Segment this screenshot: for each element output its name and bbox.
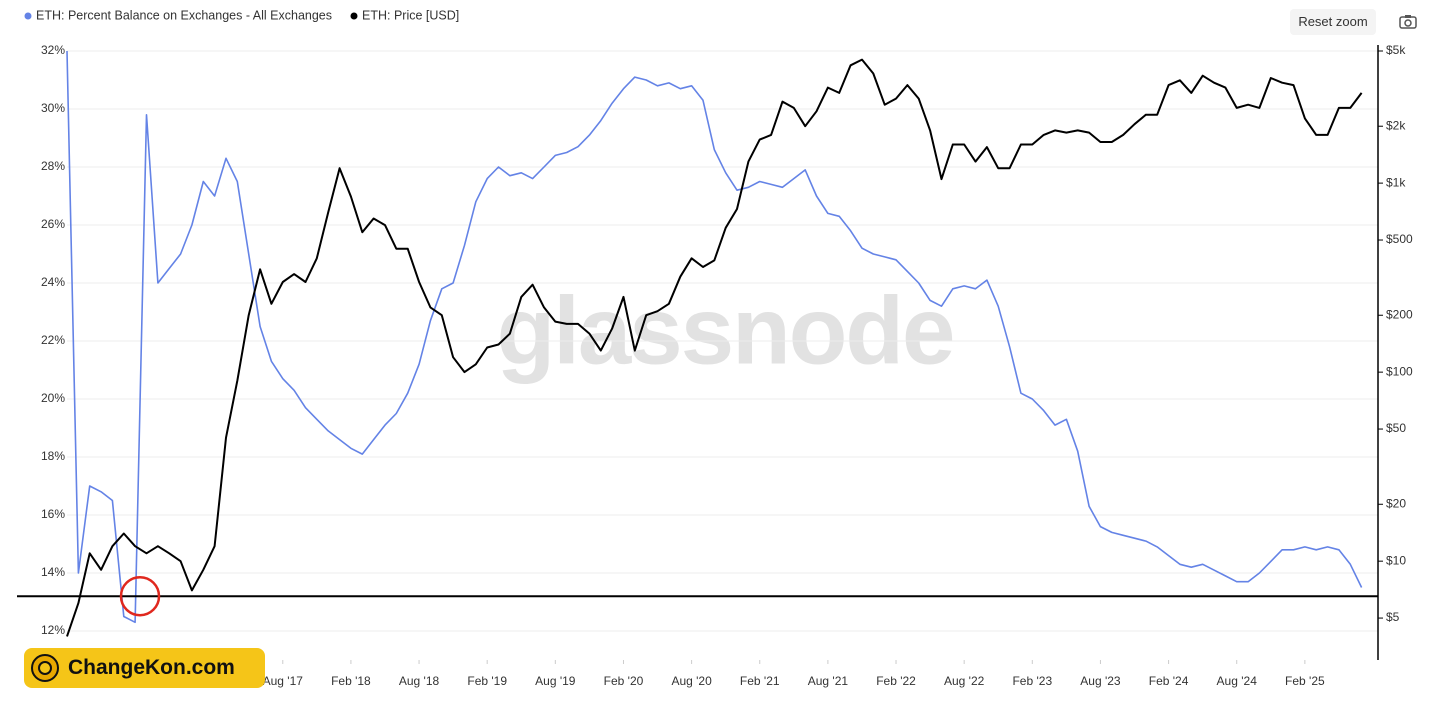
y2-tick-label: $100 xyxy=(1386,364,1413,378)
series-line xyxy=(66,58,1363,637)
y-tick-label: 26% xyxy=(41,217,65,231)
x-tick-label: Feb '21 xyxy=(740,674,780,688)
x-tick-label: Aug '18 xyxy=(399,674,440,688)
y2-tick-label: $2k xyxy=(1386,118,1406,132)
y2-tick-label: $1k xyxy=(1386,175,1406,189)
x-tick-label: Aug '24 xyxy=(1217,674,1258,688)
x-tick-label: Aug '23 xyxy=(1080,674,1121,688)
x-tick-label: Aug '17 xyxy=(263,674,304,688)
legend-marker xyxy=(350,12,358,20)
y-tick-label: 14% xyxy=(41,565,65,579)
y2-tick-label: $20 xyxy=(1386,496,1406,510)
y2-tick-label: $500 xyxy=(1386,232,1413,246)
y2-tick-label: $5 xyxy=(1386,610,1400,624)
legend-label: ETH: Price [USD] xyxy=(362,8,459,22)
x-tick-label: Feb '20 xyxy=(604,674,644,688)
y-tick-label: 28% xyxy=(41,159,65,173)
y-tick-label: 18% xyxy=(41,449,65,463)
highlight-circle xyxy=(119,575,161,617)
x-tick-label: Aug '19 xyxy=(535,674,576,688)
x-tick-label: Aug '21 xyxy=(808,674,849,688)
y-tick-label: 20% xyxy=(41,391,65,405)
x-tick-label: Feb '23 xyxy=(1012,674,1052,688)
y-tick-label: 30% xyxy=(41,101,65,115)
x-tick-label: Feb '24 xyxy=(1149,674,1189,688)
y-tick-label: 24% xyxy=(41,275,65,289)
legend-marker xyxy=(24,12,32,20)
logo-icon xyxy=(31,654,59,682)
site-logo: ChangeKon.com xyxy=(24,648,265,688)
watermark: glassnode xyxy=(497,277,954,384)
x-tick-label: Feb '19 xyxy=(467,674,507,688)
series-line xyxy=(66,50,1363,624)
x-tick-label: Feb '22 xyxy=(876,674,916,688)
x-tick-label: Aug '20 xyxy=(671,674,712,688)
logo-text: ChangeKon.com xyxy=(68,656,235,679)
reset-zoom-button[interactable]: Reset zoom xyxy=(1290,9,1376,35)
y-tick-label: 12% xyxy=(41,623,65,637)
y-tick-label: 22% xyxy=(41,333,65,347)
legend-label: ETH: Percent Balance on Exchanges - All … xyxy=(36,8,332,22)
x-tick-label: Feb '25 xyxy=(1285,674,1325,688)
y-tick-label: 16% xyxy=(41,507,65,521)
x-tick-label: Aug '22 xyxy=(944,674,985,688)
y2-tick-label: $5k xyxy=(1386,43,1406,57)
y2-tick-label: $10 xyxy=(1386,553,1406,567)
camera-icon[interactable] xyxy=(1399,14,1417,30)
y-tick-label: 32% xyxy=(41,43,65,57)
y2-tick-label: $50 xyxy=(1386,421,1406,435)
y2-tick-label: $200 xyxy=(1386,307,1413,321)
x-tick-label: Feb '18 xyxy=(331,674,371,688)
